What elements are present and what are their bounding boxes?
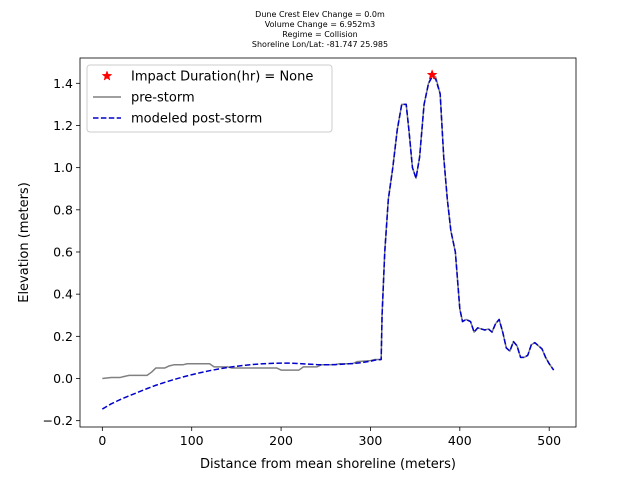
x-tick-label: 100 xyxy=(180,433,204,448)
title-line: Regime = Collision xyxy=(282,30,357,39)
x-tick-label: 500 xyxy=(537,433,561,448)
y-tick-label: 0.6 xyxy=(53,244,73,259)
legend-label: Impact Duration(hr) = None xyxy=(131,70,313,85)
x-tick-label: 0 xyxy=(98,433,106,448)
legend-label: modeled post-storm xyxy=(131,112,262,127)
y-axis-label: Elevation (meters) xyxy=(17,182,32,303)
x-tick-label: 200 xyxy=(269,433,293,448)
x-tick-label: 300 xyxy=(359,433,383,448)
legend-marker-star xyxy=(101,70,113,81)
y-tick-label: 1.4 xyxy=(53,76,73,91)
series-group xyxy=(101,69,555,410)
y-tick-label: 1.0 xyxy=(53,160,73,175)
legend-box xyxy=(86,64,333,133)
title-line: Volume Change = 6.952m3 xyxy=(265,20,376,29)
x-axis-label: Distance from mean shoreline (meters) xyxy=(200,457,456,472)
x-tick-label: 400 xyxy=(448,433,472,448)
y-axis: −0.2 0.0 0.2 0.4 0.6 0.8 1.0 1.2 1.4 xyxy=(43,76,80,428)
y-tick-label: 0.8 xyxy=(53,202,73,217)
y-tick-label: 0.2 xyxy=(53,329,73,344)
title-line: Shoreline Lon/Lat: -81.747 25.985 xyxy=(252,40,388,49)
impact-marker-star xyxy=(426,69,438,80)
x-axis: 0 100 200 300 400 500 xyxy=(98,427,561,448)
legend-label: pre-storm xyxy=(131,91,195,106)
legend: Impact Duration(hr) = None pre-storm model… xyxy=(86,64,333,133)
y-tick-label: −0.2 xyxy=(43,413,73,428)
plot-area xyxy=(79,57,577,428)
y-tick-label: 0.4 xyxy=(53,287,73,302)
title-line: Dune Crest Elev Change = 0.0m xyxy=(255,10,385,19)
y-tick-label: 0.0 xyxy=(53,371,73,386)
pre-storm-line xyxy=(102,74,555,380)
y-tick-label: 1.2 xyxy=(53,118,73,133)
